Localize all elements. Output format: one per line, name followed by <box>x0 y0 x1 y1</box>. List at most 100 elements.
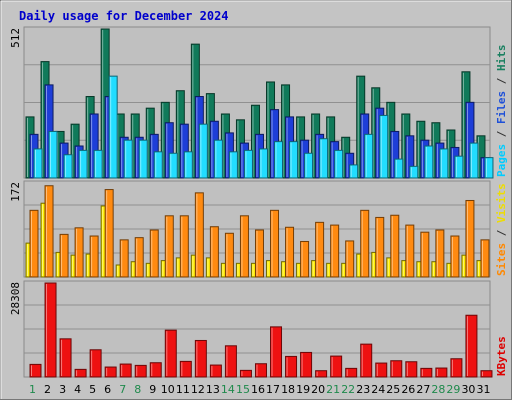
legend-text: KBytes <box>495 336 508 376</box>
day-label-7: 7 <box>119 383 126 396</box>
day-label-29: 29 <box>446 383 460 396</box>
bar-pages-day-7 <box>123 139 133 179</box>
bar-pages-day-4 <box>78 149 88 179</box>
bar-pages-day-8 <box>138 139 148 179</box>
y-max-label: 512 <box>9 28 22 48</box>
bar-sites-day-21 <box>330 224 340 278</box>
bar-sites-day-14 <box>224 232 234 278</box>
bar-pages-day-24 <box>379 114 389 179</box>
bar-sites-day-30 <box>465 199 475 278</box>
legend-text: Sites <box>495 243 508 276</box>
y-max-label: 172 <box>9 182 22 202</box>
day-label-28: 28 <box>431 383 445 396</box>
bar-sites-day-22 <box>345 240 355 278</box>
bar-pages-day-27 <box>424 145 434 179</box>
series-kbytes <box>29 282 493 378</box>
day-label-16: 16 <box>251 383 265 396</box>
day-labels: 1 2 3 4 5 6 7 8 9 10 11 12 13 14 15 16 17 18 19 20 21 22 23 24 2… <box>29 383 490 396</box>
bar-kbytes-day-13 <box>209 364 222 378</box>
bar-sites-day-10 <box>164 215 174 278</box>
day-label-26: 26 <box>401 383 415 396</box>
bar-kbytes-day-1 <box>29 363 42 378</box>
bar-kbytes-day-24 <box>375 362 388 378</box>
day-label-10: 10 <box>161 383 175 396</box>
bar-pages-day-12 <box>198 123 208 179</box>
bar-pages-day-6 <box>108 75 118 179</box>
day-label-3: 3 <box>59 383 66 396</box>
bar-kbytes-day-17 <box>270 326 283 378</box>
day-label-18: 18 <box>281 383 295 396</box>
bar-kbytes-day-6 <box>104 366 117 378</box>
bar-kbytes-day-28 <box>435 367 448 378</box>
chart-panels: 512 Pages / Files / Hits 172 Sites / Visits… <box>9 26 508 378</box>
bar-kbytes-day-4 <box>74 368 87 378</box>
bar-pages-day-16 <box>258 148 268 179</box>
day-label-19: 19 <box>296 383 310 396</box>
bar-pages-day-11 <box>183 151 193 179</box>
bar-sites-day-5 <box>89 235 99 278</box>
bar-sites-day-6 <box>104 189 114 278</box>
panel-sites-visits: 172 Sites / Visits <box>9 180 508 278</box>
bar-sites-day-16 <box>254 229 264 278</box>
bar-sites-day-12 <box>194 192 204 278</box>
day-label-4: 4 <box>74 383 81 396</box>
bar-sites-day-25 <box>390 214 400 278</box>
bar-sites-day-11 <box>179 215 189 278</box>
bar-sites-day-28 <box>435 229 445 278</box>
bar-sites-day-18 <box>285 226 295 278</box>
bar-pages-day-9 <box>153 151 163 179</box>
bar-kbytes-day-31 <box>480 370 493 378</box>
series-pages <box>33 75 494 179</box>
bar-sites-day-9 <box>149 229 159 278</box>
bar-kbytes-day-23 <box>360 343 373 378</box>
bar-pages-day-28 <box>439 148 449 179</box>
bar-sites-day-23 <box>360 209 370 278</box>
bar-kbytes-day-16 <box>254 363 267 378</box>
bar-pages-day-20 <box>319 138 329 179</box>
bar-sites-day-1 <box>29 209 39 278</box>
bar-kbytes-day-27 <box>420 367 433 378</box>
bar-kbytes-day-12 <box>194 339 207 378</box>
bar-pages-day-26 <box>409 165 419 179</box>
bar-kbytes-day-5 <box>89 349 102 378</box>
bar-kbytes-day-26 <box>405 361 418 378</box>
chart-title: Daily usage for December 2024 <box>19 9 229 23</box>
bar-pages-day-15 <box>243 149 253 179</box>
day-label-23: 23 <box>356 383 370 396</box>
day-label-8: 8 <box>134 383 141 396</box>
day-label-27: 27 <box>416 383 430 396</box>
bar-sites-day-26 <box>405 224 415 278</box>
legend-text: Visits <box>495 183 508 223</box>
day-label-12: 12 <box>191 383 205 396</box>
legend-text: Pages <box>495 144 508 177</box>
bar-pages-day-31 <box>484 157 494 179</box>
panel-kbytes: 28308 KBytes <box>9 280 508 378</box>
bar-pages-day-29 <box>454 155 464 179</box>
bar-kbytes-day-30 <box>465 314 478 378</box>
bar-kbytes-day-19 <box>300 351 313 378</box>
bar-kbytes-day-3 <box>59 338 72 378</box>
bar-kbytes-day-11 <box>179 360 192 378</box>
bar-sites-day-8 <box>134 237 144 278</box>
day-label-24: 24 <box>371 383 385 396</box>
bar-kbytes-day-14 <box>224 345 237 378</box>
bar-sites-day-31 <box>480 239 490 278</box>
bar-kbytes-day-15 <box>239 369 252 378</box>
bar-kbytes-day-21 <box>330 355 343 378</box>
series-sites <box>29 185 490 278</box>
day-label-17: 17 <box>266 383 280 396</box>
bar-kbytes-day-20 <box>315 370 328 378</box>
bar-kbytes-day-9 <box>149 362 162 378</box>
bar-pages-day-13 <box>213 139 223 179</box>
bar-pages-day-23 <box>364 133 374 179</box>
bar-sites-day-17 <box>270 209 280 278</box>
day-label-15: 15 <box>236 383 250 396</box>
bar-pages-day-14 <box>228 151 238 179</box>
day-label-25: 25 <box>386 383 400 396</box>
bar-sites-day-15 <box>239 215 249 278</box>
day-label-22: 22 <box>341 383 355 396</box>
bar-sites-day-19 <box>300 240 310 278</box>
y-max-label: 28308 <box>9 282 22 315</box>
